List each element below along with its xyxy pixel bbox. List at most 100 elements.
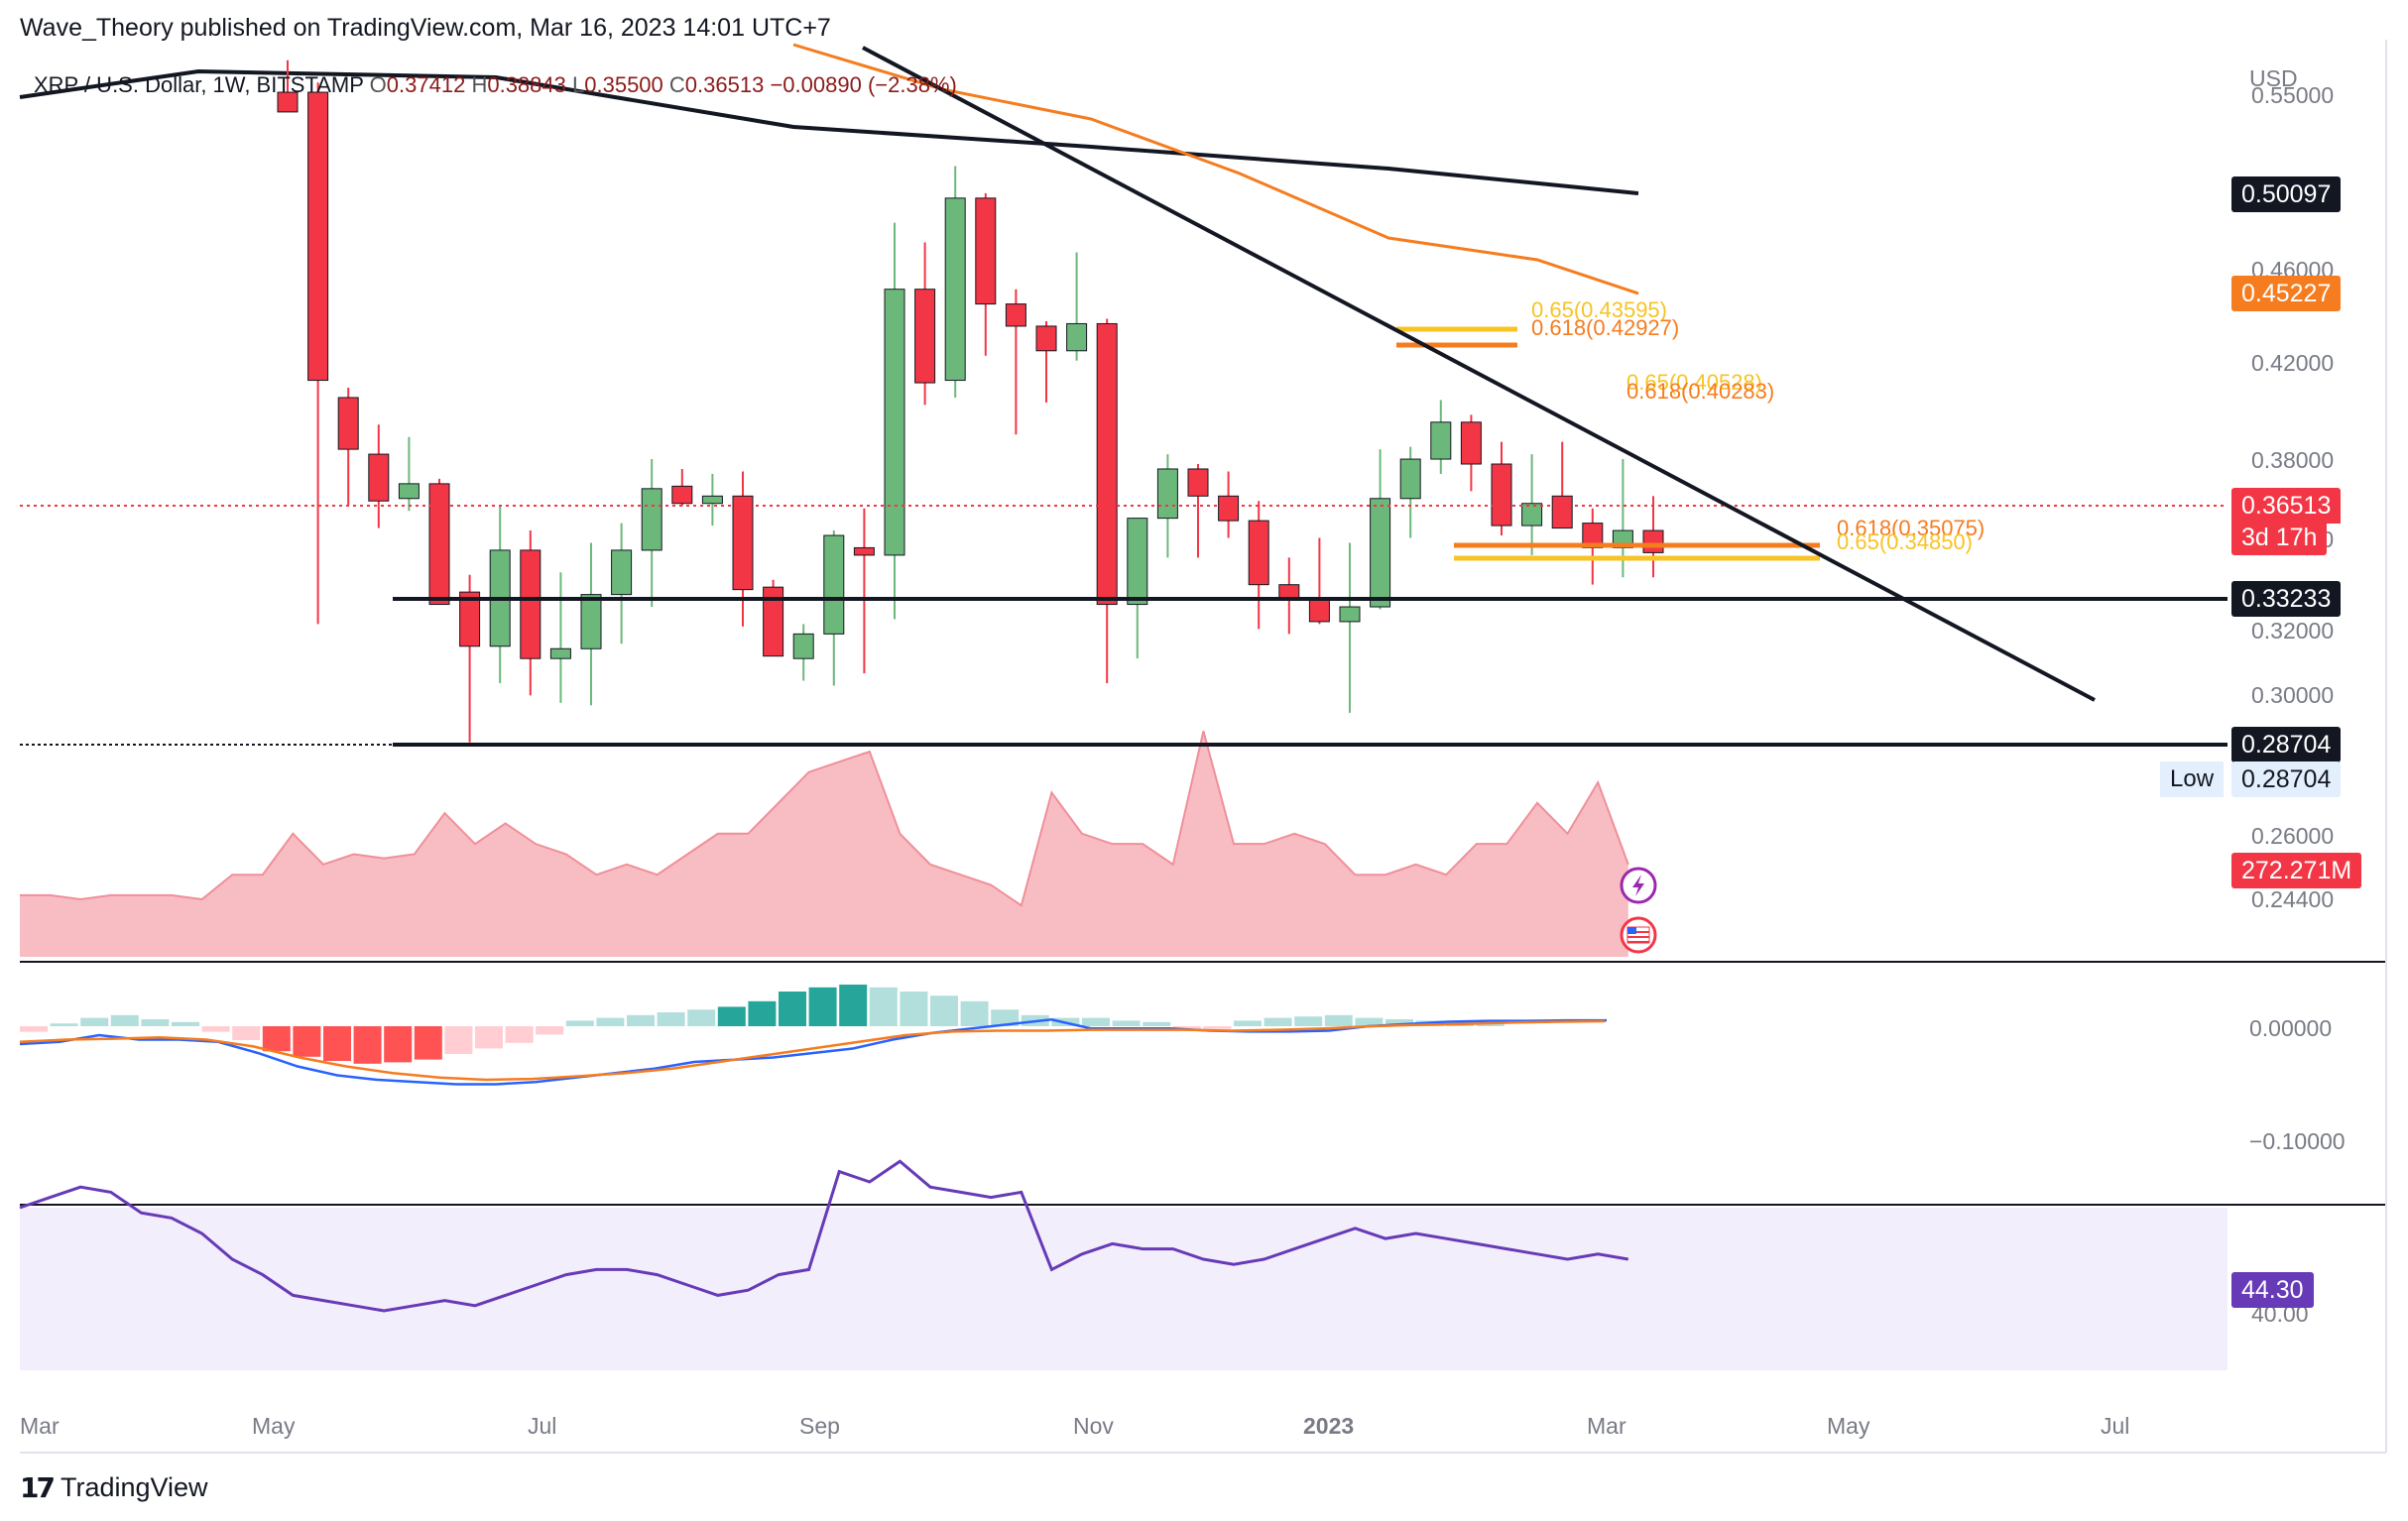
macd-bar xyxy=(475,1026,503,1049)
candle-body xyxy=(1248,520,1269,586)
macd-tick-label: 0.00000 xyxy=(2249,1015,2332,1041)
volume-area xyxy=(20,731,1629,957)
macd-bar xyxy=(657,1012,685,1026)
candle-body xyxy=(1156,468,1178,520)
candle-body xyxy=(611,549,633,596)
tradingview-logo[interactable]: 17 TradingView xyxy=(20,1471,208,1504)
candle-body xyxy=(701,495,723,505)
fib-label-mid-618: 0.618(0.40283) xyxy=(1626,379,1774,404)
macd-bar xyxy=(1385,1019,1413,1026)
macd-line xyxy=(19,1017,1607,1086)
macd-bar xyxy=(1324,1014,1353,1026)
open-key: O xyxy=(369,72,387,97)
candle-body xyxy=(732,495,754,591)
macd-bar xyxy=(565,1020,594,1026)
candle-body xyxy=(1096,322,1118,606)
candle-body xyxy=(1187,468,1209,497)
macd-bar xyxy=(839,985,868,1026)
macd-bar xyxy=(1294,1016,1323,1026)
macd-bar xyxy=(1264,1017,1292,1026)
indicator-lines xyxy=(19,43,1639,1313)
macd-bar xyxy=(869,987,898,1026)
macd-tick-label: −0.10000 xyxy=(2249,1128,2346,1154)
lightning-event-icon[interactable] xyxy=(1620,867,1657,904)
macd-bar xyxy=(960,1000,989,1026)
candle-body xyxy=(1035,325,1057,352)
candle-body xyxy=(1370,498,1391,608)
candle-body xyxy=(1308,599,1330,623)
time-tick-label: May xyxy=(252,1413,296,1439)
macd-bar xyxy=(627,1014,655,1026)
candle-body xyxy=(1399,458,1421,500)
macd-bar xyxy=(262,1026,291,1052)
macd-bar xyxy=(687,1009,716,1026)
fib-label-upper-618: 0.618(0.42927) xyxy=(1531,315,1679,340)
candle-body xyxy=(307,91,329,382)
macd-bar xyxy=(930,995,958,1026)
downtrend-line xyxy=(862,46,2096,702)
candle-body xyxy=(1066,322,1088,352)
rsi-line xyxy=(19,1159,1629,1313)
fib-label-upper-65: 0.65(0.43595) xyxy=(1531,297,1667,322)
macd-bar xyxy=(323,1026,351,1061)
macd-bar xyxy=(80,1017,109,1026)
candle-body xyxy=(975,197,997,305)
macd-bar xyxy=(1082,1017,1110,1026)
brand-name: TradingView xyxy=(60,1472,208,1502)
candle-body xyxy=(520,549,542,659)
signal-line xyxy=(19,1019,1606,1082)
change-value: −0.00890 (−2.38%) xyxy=(770,72,957,97)
last-price-badge: 0.36513 xyxy=(2231,488,2342,524)
low-tag-label: Low xyxy=(2160,761,2225,797)
macd-bar xyxy=(1143,1021,1171,1026)
macd-bar xyxy=(808,987,837,1026)
open-value: 0.37412 xyxy=(386,72,466,97)
candle-body xyxy=(1642,529,1664,553)
candle-body xyxy=(428,483,450,606)
ma200-line xyxy=(19,68,1639,195)
volume-badge: 272.271M xyxy=(2231,853,2362,888)
candle-body xyxy=(1127,518,1148,606)
macd-bar xyxy=(717,1006,746,1026)
macd-bar xyxy=(1476,1023,1505,1026)
macd-histogram xyxy=(20,985,1505,1064)
tv-logo-icon: 17 xyxy=(20,1471,56,1504)
candle-body xyxy=(1430,421,1452,460)
macd-bar xyxy=(50,1023,78,1026)
macd-bar xyxy=(1234,1020,1262,1026)
price-tick-label: 0.26000 xyxy=(2251,823,2334,849)
macd-bar xyxy=(232,1026,261,1040)
price-tick-label: 0.42000 xyxy=(2251,350,2334,376)
candle-body xyxy=(368,453,390,502)
candle-body xyxy=(914,289,936,384)
price-tick-label: 0.32000 xyxy=(2251,618,2334,644)
time-tick-label: 2023 xyxy=(1303,1413,1354,1439)
rsi-band xyxy=(20,1208,2227,1370)
candle-body xyxy=(1521,503,1543,526)
candle-body xyxy=(884,289,905,556)
us-flag-event-icon[interactable] xyxy=(1620,916,1657,954)
fib-label-low-618: 0.618(0.35075) xyxy=(1837,516,1985,540)
candle-body xyxy=(1218,495,1240,522)
macd-bar xyxy=(444,1026,473,1054)
time-tick-label: Mar xyxy=(1587,1413,1626,1439)
price-tick-label: 0.38000 xyxy=(2251,447,2334,473)
high-key: H xyxy=(471,72,488,97)
candle-body xyxy=(1551,495,1573,529)
candle-body xyxy=(459,591,481,647)
macd-bar xyxy=(293,1026,321,1057)
countdown-badge: 3d 17h xyxy=(2231,520,2328,555)
macd-bar xyxy=(1355,1017,1384,1026)
candle-body xyxy=(337,397,359,450)
macd-bar xyxy=(110,1014,139,1026)
candle-body xyxy=(1005,303,1026,327)
macd-bar xyxy=(991,1009,1020,1026)
candle-body xyxy=(1339,606,1361,623)
candle-body xyxy=(641,488,662,551)
fib-label-mid-65: 0.65(0.40528) xyxy=(1626,370,1762,395)
low-line-badge: 0.28704 xyxy=(2231,727,2342,762)
ohlc-legend: XRP / U.S. Dollar, 1W, BITSTAMP O0.37412… xyxy=(34,72,957,98)
time-tick-label: Nov xyxy=(1073,1413,1114,1439)
macd-bar xyxy=(353,1026,382,1064)
